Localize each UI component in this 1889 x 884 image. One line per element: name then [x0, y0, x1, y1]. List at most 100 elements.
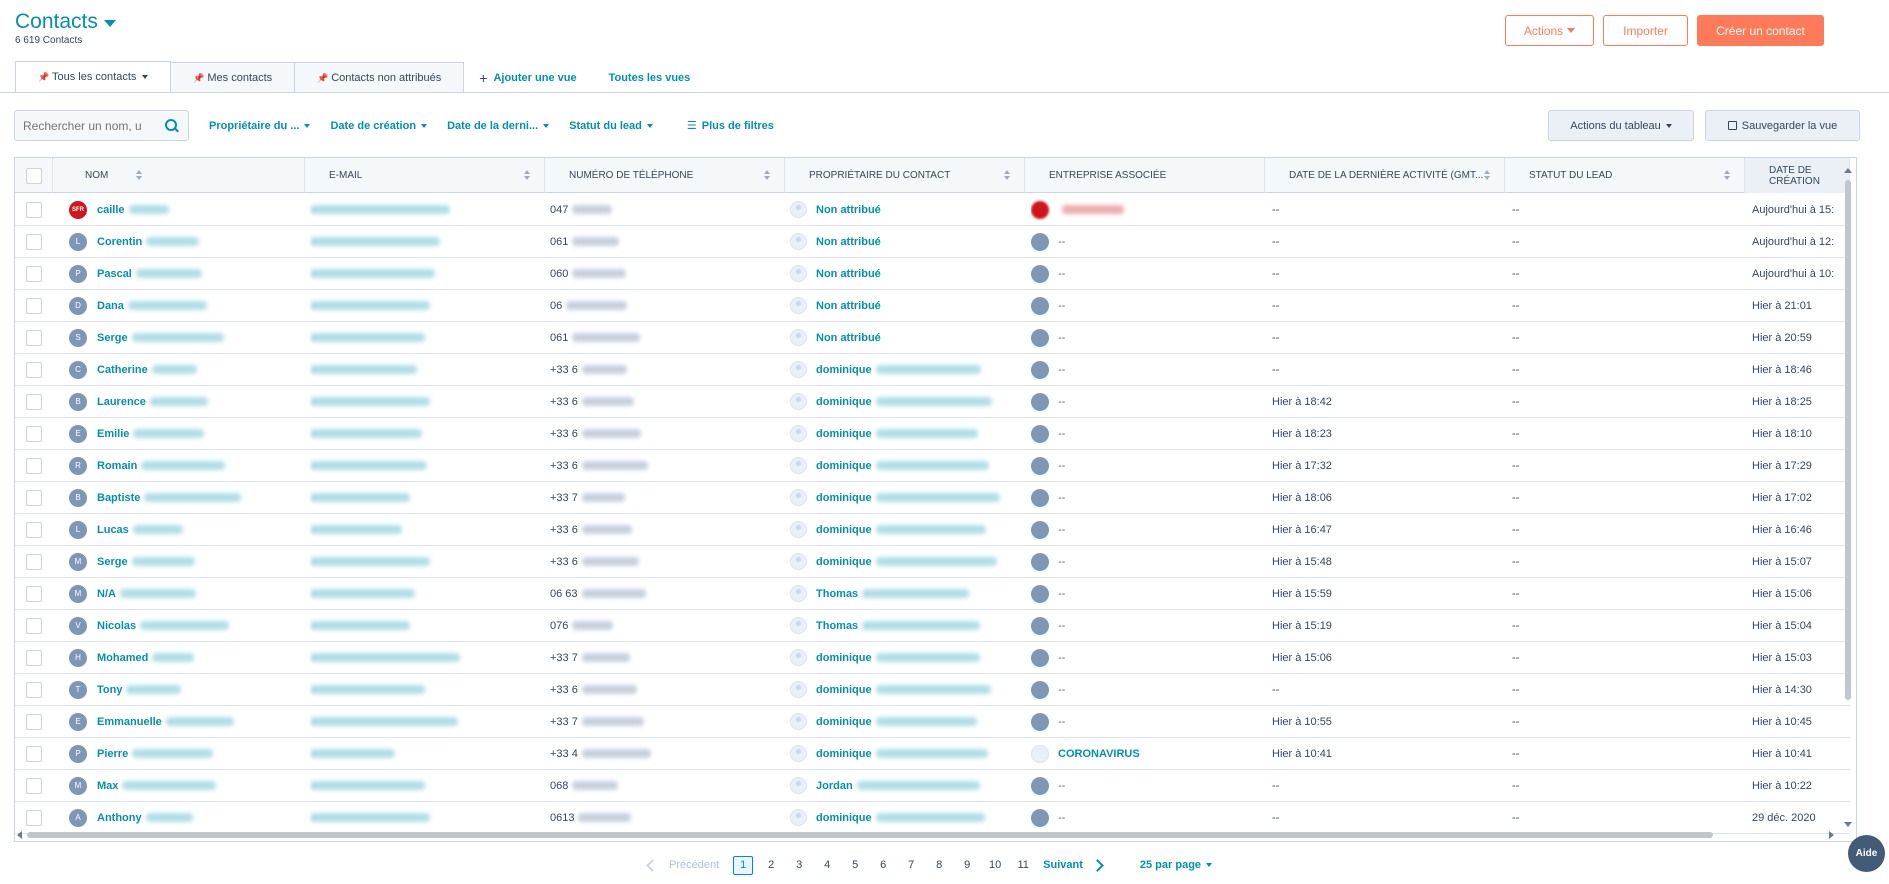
save-view-button[interactable]: Sauvegarder la vue [1705, 110, 1860, 141]
contact-name-link[interactable]: Pierre [97, 747, 129, 760]
redacted-email[interactable] [310, 461, 427, 470]
phone-number[interactable]: +33 6 [550, 427, 578, 440]
table-row[interactable]: H Mohamed +33 7 dominique -- Hier à 15:06 -- Hi… [15, 642, 1850, 674]
page-1-button[interactable]: 1 [733, 855, 754, 875]
help-button[interactable]: Aide [1848, 835, 1885, 872]
owner-name[interactable]: dominique [816, 427, 872, 440]
row-checkbox[interactable] [26, 329, 42, 346]
owner-name[interactable]: Thomas [816, 587, 859, 600]
created-date-filter[interactable]: Date de création [330, 120, 428, 132]
per-page-select[interactable]: 25 par page [1140, 859, 1213, 871]
phone-number[interactable]: 076 [550, 619, 569, 632]
sort-icon[interactable] [1724, 170, 1730, 181]
import-button[interactable]: Importer [1603, 15, 1688, 46]
contact-name-link[interactable]: Corentin [97, 235, 143, 248]
page-2-button[interactable]: 2 [768, 859, 775, 871]
owner-name[interactable]: dominique [816, 459, 872, 472]
select-all-checkbox[interactable] [26, 167, 42, 184]
contact-name-link[interactable]: Nicolas [97, 619, 137, 632]
more-filters-button[interactable]: ☰ Plus de filtres [687, 119, 774, 133]
redacted-email[interactable] [310, 813, 430, 822]
contact-name-link[interactable]: Lucas [97, 523, 129, 536]
contact-name-link[interactable]: Emmanuelle [97, 715, 162, 728]
table-row[interactable]: P Pierre +33 4 dominique CORONAVIRUS Hier à 1… [15, 738, 1850, 770]
vertical-scrollbar[interactable] [1843, 168, 1853, 828]
tab-unassigned-contacts[interactable]: 📌 Contacts non attribués [294, 62, 465, 93]
table-row[interactable]: M Max 068 Jordan -- -- -- Hier à 10:22 [15, 770, 1850, 802]
table-row[interactable]: E Emilie +33 6 dominique -- Hier à 18:23 -- Hie… [15, 418, 1850, 450]
column-header-company[interactable]: Entreprise associée [1025, 158, 1265, 193]
page-4-button[interactable]: 4 [824, 859, 831, 871]
scroll-right-arrow-icon[interactable] [1829, 831, 1834, 839]
owner-filter[interactable]: Propriétaire du ... [209, 120, 311, 132]
redacted-email[interactable] [310, 205, 450, 214]
contact-name-link[interactable]: Mohamed [97, 651, 149, 664]
chevron-right-icon[interactable] [1091, 858, 1104, 872]
owner-name[interactable]: dominique [816, 683, 872, 696]
redacted-email[interactable] [310, 525, 402, 534]
sort-icon[interactable] [1484, 170, 1490, 181]
page-5-button[interactable]: 5 [852, 859, 859, 871]
table-row[interactable]: D Dana 06 Non attribué -- -- -- Hier à 21:01 [15, 290, 1850, 322]
table-row[interactable]: L Lucas +33 6 dominique -- Hier à 16:47 -- Hier… [15, 514, 1850, 546]
phone-number[interactable]: +33 6 [550, 459, 578, 472]
phone-number[interactable]: +33 7 [550, 651, 578, 664]
contact-name-link[interactable]: caille [97, 203, 125, 216]
column-header-email[interactable]: E-mail [305, 158, 545, 193]
table-actions-button[interactable]: Actions du tableau [1548, 110, 1694, 141]
search-icon[interactable] [164, 118, 180, 134]
row-checkbox[interactable] [26, 649, 42, 666]
contact-name-link[interactable]: Pascal [97, 267, 132, 280]
row-checkbox[interactable] [26, 297, 42, 314]
contact-name-link[interactable]: Baptiste [97, 491, 141, 504]
table-row[interactable]: SFR caille 047 Non attribué -- -- Aujourd'hui … [15, 194, 1850, 226]
redacted-email[interactable] [310, 237, 440, 246]
redacted-email[interactable] [310, 397, 430, 406]
phone-number[interactable]: +33 6 [550, 683, 578, 696]
table-row[interactable]: B Baptiste +33 7 dominique -- Hier à 18:06 -- H… [15, 482, 1850, 514]
phone-number[interactable]: +33 6 [550, 523, 578, 536]
phone-number[interactable]: +33 7 [550, 491, 578, 504]
chevron-down-icon[interactable] [103, 20, 116, 27]
table-row[interactable]: M Serge +33 6 dominique -- Hier à 15:48 -- Hier… [15, 546, 1850, 578]
owner-name[interactable]: dominique [816, 811, 872, 824]
page-11-button[interactable]: 11 [1017, 859, 1029, 871]
phone-number[interactable]: 047 [550, 203, 569, 216]
phone-number[interactable]: +33 6 [550, 555, 578, 568]
title-dropdown[interactable]: Contacts [15, 10, 116, 34]
row-checkbox[interactable] [26, 713, 42, 730]
phone-number[interactable]: 061 [550, 235, 569, 248]
phone-number[interactable]: +33 7 [550, 715, 578, 728]
owner-name[interactable]: dominique [816, 747, 872, 760]
contact-name-link[interactable]: Romain [97, 459, 138, 472]
contact-name-link[interactable]: Emilie [97, 427, 130, 440]
contact-name-link[interactable]: Tony [97, 683, 123, 696]
row-checkbox[interactable] [26, 457, 42, 474]
redacted-email[interactable] [310, 429, 422, 438]
phone-number[interactable]: 068 [550, 779, 569, 792]
row-checkbox[interactable] [26, 425, 42, 442]
owner-name[interactable]: dominique [816, 555, 872, 568]
all-views-link[interactable]: Toutes les vues [608, 71, 691, 84]
table-row[interactable]: E Emmanuelle +33 7 dominique -- Hier à 10:55 -… [15, 706, 1850, 738]
scroll-down-arrow-icon[interactable] [1844, 822, 1852, 827]
sort-icon[interactable] [764, 170, 770, 181]
next-page-button[interactable]: Suivant [1043, 859, 1083, 871]
table-row[interactable]: T Tony +33 6 dominique -- -- -- Hier à 14:30 [15, 674, 1850, 706]
search-box[interactable] [14, 110, 189, 141]
owner-name[interactable]: Non attribué [816, 331, 881, 344]
row-checkbox[interactable] [26, 809, 42, 826]
previous-page-button[interactable]: Précédent [669, 859, 720, 871]
redacted-email[interactable] [310, 301, 430, 310]
sort-icon[interactable] [136, 170, 142, 181]
last-activity-filter[interactable]: Date de la derni... [447, 120, 550, 132]
page-8-button[interactable]: 8 [936, 859, 943, 871]
owner-name[interactable]: Non attribué [816, 235, 881, 248]
redacted-email[interactable] [310, 717, 458, 726]
owner-name[interactable]: dominique [816, 395, 872, 408]
column-header-last-activity[interactable]: Date de la dernière activité (GMT... [1265, 158, 1505, 193]
owner-name[interactable]: dominique [816, 651, 872, 664]
row-checkbox[interactable] [26, 585, 42, 602]
redacted-email[interactable] [310, 621, 410, 630]
row-checkbox[interactable] [26, 745, 42, 762]
